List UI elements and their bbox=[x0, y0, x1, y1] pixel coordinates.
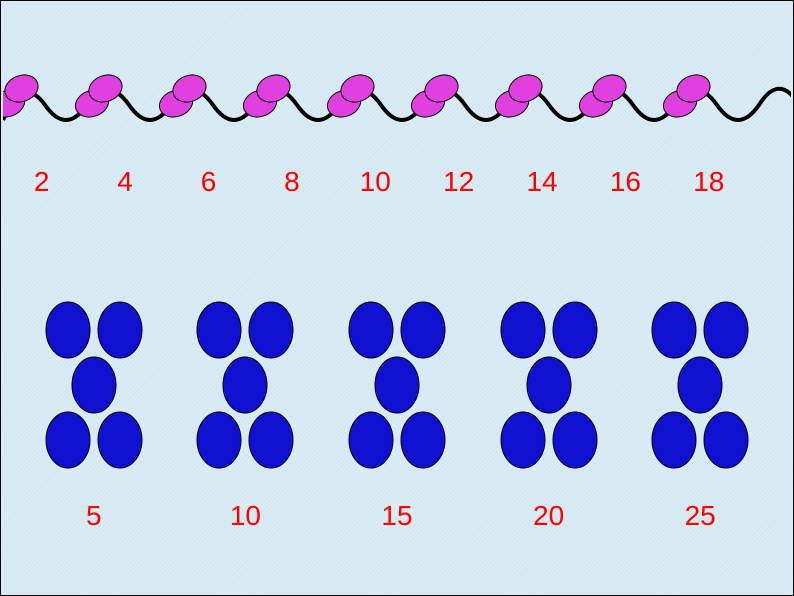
blue-bead bbox=[98, 302, 142, 358]
blue-bead bbox=[704, 302, 748, 358]
five-group-svg bbox=[190, 300, 300, 470]
fives-label: 15 bbox=[337, 500, 457, 532]
fives-label: 10 bbox=[185, 500, 305, 532]
fives-label: 5 bbox=[34, 500, 154, 532]
blue-bead bbox=[652, 412, 696, 468]
five-group-svg bbox=[342, 300, 452, 470]
twos-label: 6 bbox=[167, 166, 250, 198]
twos-label: 14 bbox=[500, 166, 583, 198]
twos-label: 4 bbox=[83, 166, 166, 198]
twos-label: 8 bbox=[250, 166, 333, 198]
blue-bead bbox=[678, 357, 722, 413]
twos-label: 16 bbox=[584, 166, 667, 198]
five-group-svg bbox=[645, 300, 755, 470]
fives-groups-row: 5 10 15 20 25 bbox=[0, 300, 794, 532]
blue-bead bbox=[501, 302, 545, 358]
five-group-svg bbox=[494, 300, 604, 470]
blue-bead bbox=[46, 412, 90, 468]
blue-bead bbox=[98, 412, 142, 468]
blue-bead bbox=[375, 357, 419, 413]
blue-bead bbox=[652, 302, 696, 358]
five-group: 10 bbox=[185, 300, 305, 532]
blue-bead bbox=[553, 302, 597, 358]
twos-label: 18 bbox=[667, 166, 750, 198]
twos-labels-row: 24681012141618 bbox=[0, 166, 794, 198]
blue-bead bbox=[501, 412, 545, 468]
blue-bead bbox=[249, 302, 293, 358]
fives-label: 25 bbox=[640, 500, 760, 532]
five-group: 20 bbox=[489, 300, 609, 532]
twos-label: 12 bbox=[417, 166, 500, 198]
blue-bead bbox=[401, 302, 445, 358]
blue-bead bbox=[72, 357, 116, 413]
blue-bead bbox=[249, 412, 293, 468]
twos-wave-diagram bbox=[3, 55, 791, 175]
blue-bead bbox=[349, 302, 393, 358]
blue-bead bbox=[349, 412, 393, 468]
blue-bead bbox=[704, 412, 748, 468]
blue-bead bbox=[401, 412, 445, 468]
fives-label: 20 bbox=[489, 500, 609, 532]
five-group: 5 bbox=[34, 300, 154, 532]
blue-bead bbox=[197, 302, 241, 358]
five-group: 25 bbox=[640, 300, 760, 532]
five-group-svg bbox=[39, 300, 149, 470]
wave-svg bbox=[3, 55, 791, 175]
blue-bead bbox=[46, 302, 90, 358]
blue-bead bbox=[553, 412, 597, 468]
blue-bead bbox=[223, 357, 267, 413]
blue-bead bbox=[527, 357, 571, 413]
twos-label: 2 bbox=[0, 166, 83, 198]
blue-bead bbox=[197, 412, 241, 468]
five-group: 15 bbox=[337, 300, 457, 532]
twos-label: 10 bbox=[334, 166, 417, 198]
